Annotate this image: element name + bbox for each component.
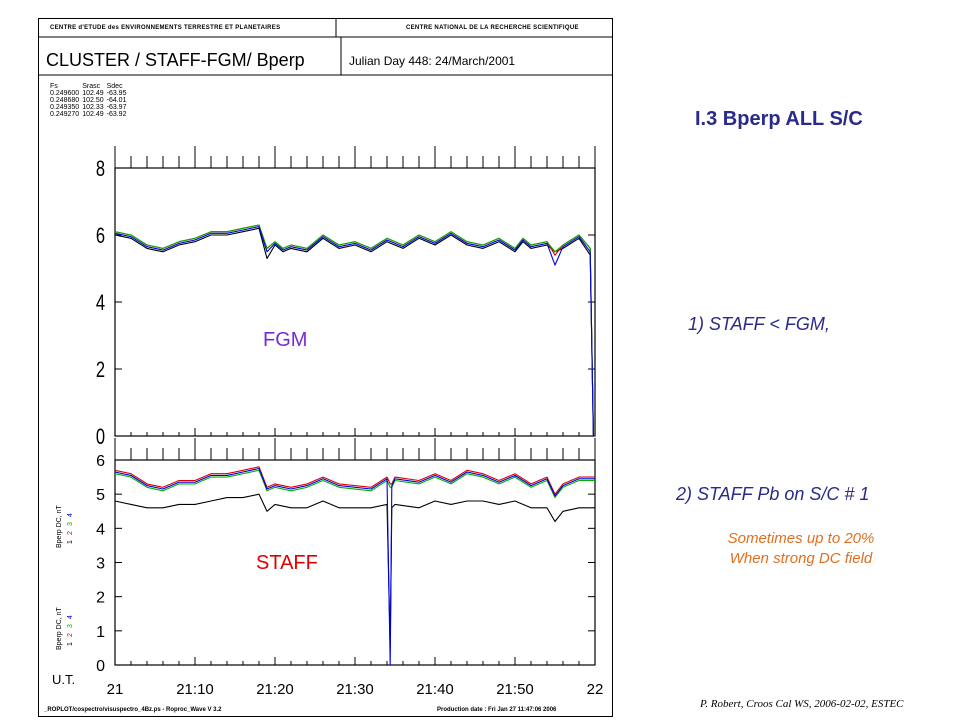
params-header: Srasc — [82, 83, 101, 90]
header-left: CENTRE d'ETUDE des ENVIRONNEMENTS TERRES… — [50, 25, 281, 31]
params-cell: 0.248680 — [50, 97, 80, 104]
slide-title: I.3 Bperp ALL S/C — [695, 108, 863, 130]
staff-axes-box — [114, 459, 596, 666]
fgm-y-tick-label: 4 — [96, 291, 105, 316]
fgm-y-tick-label: 6 — [96, 224, 105, 249]
x-tick-label: 21:40 — [416, 681, 454, 698]
params-header: Sdec — [106, 83, 123, 90]
staff-y-tick-label: 1 — [96, 624, 105, 641]
fgm-y-tick-label: 2 — [96, 358, 105, 383]
params-cell: -63.92 — [106, 111, 127, 118]
staff-legend-entry: 4 — [67, 615, 74, 619]
x-tick-label: 21:10 — [176, 681, 214, 698]
footer-right: Production date : Fri Jan 27 11:47:06 20… — [437, 707, 557, 713]
header-right: CENTRE NATIONAL DE LA RECHERCHE SCIENTIF… — [406, 25, 579, 31]
page-title: CLUSTER / STAFF-FGM/ Bperp — [46, 50, 305, 70]
fgm-y-tick-label: 8 — [96, 157, 105, 182]
x-tick-label: 21 — [107, 681, 124, 698]
staff-legend-entry: 2 — [67, 633, 74, 637]
params-cell: 0.249270 — [50, 111, 80, 118]
staff-legend-entry: 4 — [67, 513, 74, 517]
fgm-series-line — [114, 224, 595, 437]
params-cell: 0.249350 — [50, 104, 80, 111]
staff-series-line — [114, 493, 595, 649]
params-cell: -63.95 — [106, 90, 127, 97]
staff-legend-entry: 1 — [67, 540, 74, 544]
plot-frame — [38, 18, 613, 717]
params-cell: 102.49 — [82, 90, 104, 97]
staff-ylabel: Bperp DC, nT — [56, 606, 63, 650]
fgm-series-line — [114, 227, 595, 437]
staff-y-tick-label: 2 — [96, 590, 105, 607]
staff-legend-entry: 3 — [67, 624, 74, 628]
staff-y-tick-label: 5 — [96, 487, 105, 504]
subnote-line1: Sometimes up to 20% — [727, 530, 875, 547]
staff-legend-entry: 1 — [67, 642, 74, 646]
staff-y-tick-label: 3 — [96, 556, 105, 573]
staff-y-tick-label: 4 — [96, 521, 105, 538]
staff-panel-label: STAFF — [256, 552, 318, 574]
subnote: Sometimes up to 20% When strong DC field — [690, 529, 912, 569]
subnote-line2: When strong DC field — [729, 550, 873, 567]
params-cell: 102.33 — [82, 104, 104, 111]
x-tick-label: 21:30 — [336, 681, 374, 698]
staff-legend-entry: 3 — [67, 522, 74, 526]
staff-series-line — [114, 467, 595, 666]
x-axis-label: U.T. — [52, 672, 75, 687]
params-cell: -63.97 — [106, 104, 127, 111]
note-staff-lt-fgm: 1) STAFF < FGM, — [688, 314, 830, 334]
julian-day: Julian Day 448: 24/March/2001 — [349, 54, 516, 68]
fgm-y-tick-label: 0 — [96, 425, 105, 450]
fgm-series-line — [114, 224, 595, 437]
staff-ylabel: Bperp DC, nT — [56, 504, 63, 548]
staff-series-line — [114, 469, 595, 499]
staff-legend-entry: 2 — [67, 531, 74, 535]
staff-y-tick-label: 6 — [96, 453, 105, 470]
fgm-axes-box — [114, 167, 596, 437]
staff-series-line — [114, 466, 595, 495]
x-tick-label: 21:20 — [256, 681, 294, 698]
params-cell: 102.50 — [82, 97, 104, 104]
fgm-panel-label: FGM — [263, 329, 307, 351]
credit: P. Robert, Croos Cal WS, 2006-02-02, EST… — [700, 698, 904, 710]
params-cell: -64.01 — [106, 97, 127, 104]
params-table: Fs Srasc Sdec 0.249600 102.49 -63.95 0.248… — [50, 83, 129, 118]
header-band — [38, 18, 613, 76]
fgm-series-line — [114, 226, 595, 437]
staff-y-tick-label: 0 — [96, 658, 105, 675]
params-header: Fs — [50, 83, 58, 90]
footer-left: _ROPLOT/cospectro/visuspectro_4Bz.ps - R… — [44, 707, 222, 713]
params-cell: 0.249600 — [50, 90, 80, 97]
x-tick-label: 22 — [587, 681, 604, 698]
x-tick-label: 21:50 — [496, 681, 534, 698]
note-staff-pb: 2) STAFF Pb on S/C # 1 — [676, 484, 870, 504]
params-cell: 102.49 — [82, 111, 104, 118]
